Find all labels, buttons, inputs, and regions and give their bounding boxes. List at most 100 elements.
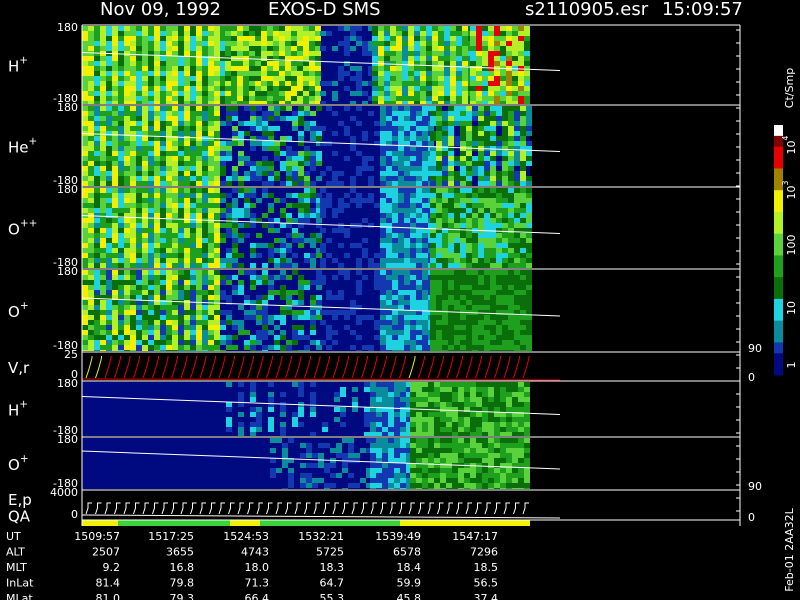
spectrogram-cell bbox=[502, 131, 508, 136]
spectrogram-cell bbox=[348, 448, 354, 453]
spectrogram-cell bbox=[172, 76, 178, 81]
spectrogram-cell bbox=[118, 315, 124, 320]
spectrogram-cell bbox=[208, 36, 214, 41]
spectrogram-cell bbox=[508, 198, 514, 203]
spectrogram-cell bbox=[470, 46, 476, 51]
spectrogram-cell bbox=[136, 51, 142, 56]
spectrogram-cell bbox=[172, 176, 178, 181]
spectrogram-cell bbox=[506, 91, 512, 96]
spectrogram-cell bbox=[410, 270, 416, 275]
spectrogram-cell bbox=[494, 448, 500, 453]
spectrogram-cell bbox=[184, 270, 190, 275]
spectrogram-cell bbox=[255, 56, 261, 61]
spectrogram-cell bbox=[524, 458, 530, 463]
spectrogram-cell bbox=[142, 56, 148, 61]
vr-trace bbox=[389, 356, 397, 379]
spectrogram-cell bbox=[398, 253, 404, 258]
spectrogram-cell bbox=[142, 295, 148, 300]
spectrogram-cell bbox=[148, 51, 154, 56]
spectrogram-cell bbox=[244, 208, 250, 213]
spectrogram-cell bbox=[470, 61, 476, 66]
spectrogram-cell bbox=[148, 295, 154, 300]
spectrogram-cell bbox=[410, 325, 416, 330]
spectrogram-cell bbox=[298, 243, 304, 248]
spectrogram-cell bbox=[100, 141, 106, 146]
spectrogram-cell bbox=[124, 345, 130, 350]
spectrogram-cell bbox=[422, 483, 428, 488]
spectrogram-cell bbox=[88, 310, 94, 315]
spectrogram-cell bbox=[514, 198, 520, 203]
spectrogram-cell bbox=[285, 41, 291, 46]
spectrogram-cell bbox=[190, 176, 196, 181]
spectrogram-cell bbox=[136, 111, 142, 116]
spectrogram-cell bbox=[274, 258, 280, 263]
spectrogram-cell bbox=[426, 36, 432, 41]
spectrogram-cell bbox=[130, 91, 136, 96]
spectrogram-cell bbox=[124, 46, 130, 51]
spectrogram-cell bbox=[392, 248, 398, 253]
spectrogram-cell bbox=[422, 243, 428, 248]
spectrogram-cell bbox=[184, 151, 190, 156]
spectrogram-cell bbox=[136, 258, 142, 263]
spectrogram-cell bbox=[220, 263, 226, 268]
spectrogram-cell bbox=[172, 233, 178, 238]
spectrogram-cell bbox=[482, 443, 488, 448]
spectrogram-cell bbox=[310, 397, 316, 402]
spectrogram-cell bbox=[231, 36, 237, 41]
spectrogram-cell bbox=[160, 280, 166, 285]
spectrogram-cell bbox=[472, 198, 478, 203]
spectrogram-cell bbox=[243, 76, 249, 81]
spectrogram-cell bbox=[196, 325, 202, 330]
spectrogram-cell bbox=[476, 438, 482, 443]
spectrogram-cell bbox=[484, 335, 490, 340]
spectrogram-cell bbox=[256, 350, 262, 351]
spectrogram-cell bbox=[476, 101, 482, 104]
spectrogram-cell bbox=[297, 101, 303, 104]
vr-trace bbox=[323, 356, 330, 379]
spectrogram-cell bbox=[243, 26, 249, 31]
spectrogram-cell bbox=[400, 432, 406, 436]
spectrogram-cell bbox=[362, 161, 368, 166]
spectrogram-cell bbox=[462, 26, 468, 31]
spectrogram-cell bbox=[394, 483, 400, 488]
spectrogram-cell bbox=[406, 382, 412, 387]
spectrogram-cell bbox=[112, 340, 118, 345]
spectrogram-cell bbox=[488, 66, 494, 71]
spectrogram-cell bbox=[268, 141, 274, 146]
spectrogram-cell bbox=[386, 131, 392, 136]
spectrogram-cell bbox=[438, 56, 444, 61]
spectrogram-cell bbox=[458, 427, 464, 432]
spectrogram-cell bbox=[160, 116, 166, 121]
spectrogram-cell bbox=[100, 41, 106, 46]
spectrogram-cell bbox=[190, 208, 196, 213]
spectrogram-cell bbox=[448, 335, 454, 340]
spectrogram-cell bbox=[382, 488, 388, 489]
spectrogram-cell bbox=[286, 340, 292, 345]
spectrogram-cell bbox=[482, 56, 488, 61]
spectrogram-cell bbox=[386, 116, 392, 121]
spectrogram-cell bbox=[512, 26, 518, 31]
spectrogram-cell bbox=[100, 171, 106, 176]
spectrogram-cell bbox=[286, 193, 292, 198]
spectrogram-cell bbox=[426, 101, 432, 104]
spectrogram-cell bbox=[448, 233, 454, 238]
spectrogram-cell bbox=[238, 320, 244, 325]
spectrogram-cell bbox=[320, 208, 326, 213]
spectrogram-cell bbox=[88, 345, 94, 350]
spectrogram-cell bbox=[100, 101, 106, 104]
spectrogram-cell bbox=[508, 171, 514, 176]
spectrogram-cell bbox=[118, 290, 124, 295]
spectrogram-cell bbox=[404, 161, 410, 166]
spectrogram-cell bbox=[512, 91, 518, 96]
spectrogram-cell bbox=[106, 26, 112, 31]
spectrogram-cell bbox=[336, 473, 342, 478]
spectrogram-cell bbox=[376, 397, 382, 402]
spectrogram-cell bbox=[94, 223, 100, 228]
spectrogram-cell bbox=[250, 285, 256, 290]
spectrogram-cell bbox=[382, 392, 388, 397]
spectrogram-cell bbox=[160, 96, 166, 101]
spectrogram-cell bbox=[130, 280, 136, 285]
spectrogram-cell bbox=[196, 238, 202, 243]
spectrogram-cell bbox=[520, 285, 526, 290]
spectrogram-cell bbox=[404, 270, 410, 275]
